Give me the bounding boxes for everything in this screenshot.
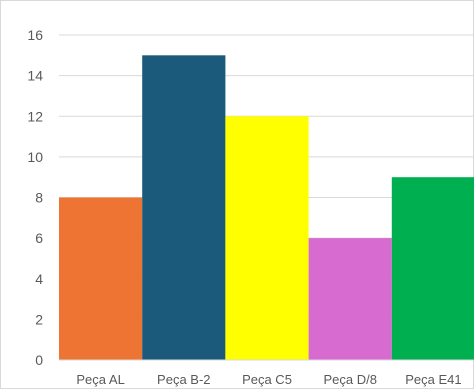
y-tick-label: 4 [35,271,43,287]
y-axis-tick-labels: 0 2 4 6 8 10 12 14 16 [27,27,43,368]
bars [59,55,474,360]
bar [59,197,143,360]
y-tick-label: 10 [27,149,43,165]
x-category-label: Peça D/8 [323,372,376,387]
bar [225,116,309,360]
y-tick-label: 6 [35,230,43,246]
y-tick-label: 16 [27,27,43,43]
y-tick-label: 0 [35,352,43,368]
y-tick-label: 8 [35,190,43,206]
y-tick-label: 12 [27,108,43,124]
x-axis-category-labels: Peça AL Peça B-2 Peça C5 Peça D/8 Peça E41 [76,372,461,387]
bar [391,177,474,360]
y-tick-label: 2 [35,311,43,327]
x-category-label: Peça B-2 [157,372,210,387]
bar [142,55,226,360]
bar [308,238,392,360]
x-category-label: Peça AL [76,372,124,387]
x-category-label: Peça E41 [405,372,461,387]
x-category-label: Peça C5 [242,372,292,387]
y-tick-label: 14 [27,68,43,84]
